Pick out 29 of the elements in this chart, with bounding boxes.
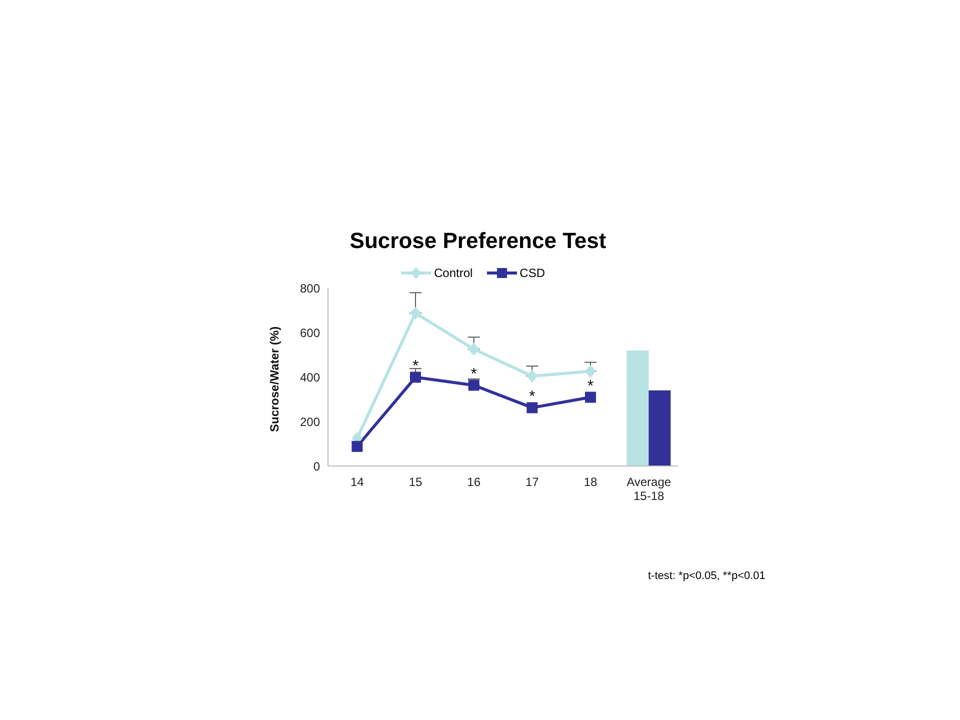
x-tick-label: 17	[525, 475, 540, 489]
y-tick-label: 800	[300, 281, 320, 296]
point	[585, 392, 596, 403]
point	[352, 440, 363, 452]
y-tick-label: 400	[300, 370, 320, 384]
x-tick-label: 15	[408, 475, 422, 489]
annotation: *	[412, 358, 419, 376]
point	[585, 364, 596, 378]
point	[468, 342, 480, 356]
point	[526, 370, 538, 383]
annotation: *	[587, 378, 594, 396]
annotation: *	[529, 388, 536, 406]
annotation: *	[470, 366, 477, 384]
y-tick-label: 200	[300, 414, 320, 429]
y-axis-title: Sucrose/Water (%)	[267, 326, 282, 432]
y-tick-label: 600	[300, 326, 320, 340]
y-tick-label: 0	[313, 459, 320, 474]
x-tick-label: 18	[584, 475, 598, 489]
point	[410, 306, 421, 320]
x-tick-label: 16	[467, 475, 481, 489]
legend-label: CSD	[520, 266, 546, 280]
chart-title: Sucrose Preference Test	[348, 228, 608, 254]
legend-label: Control	[434, 266, 473, 280]
text: t-test: *p<0.05, **p<0.01	[648, 570, 766, 582]
x-tick-label: Average 15-18	[626, 475, 672, 503]
point	[468, 380, 480, 391]
x-tick-label: 14	[350, 475, 364, 489]
point	[410, 372, 421, 383]
point	[526, 402, 538, 414]
